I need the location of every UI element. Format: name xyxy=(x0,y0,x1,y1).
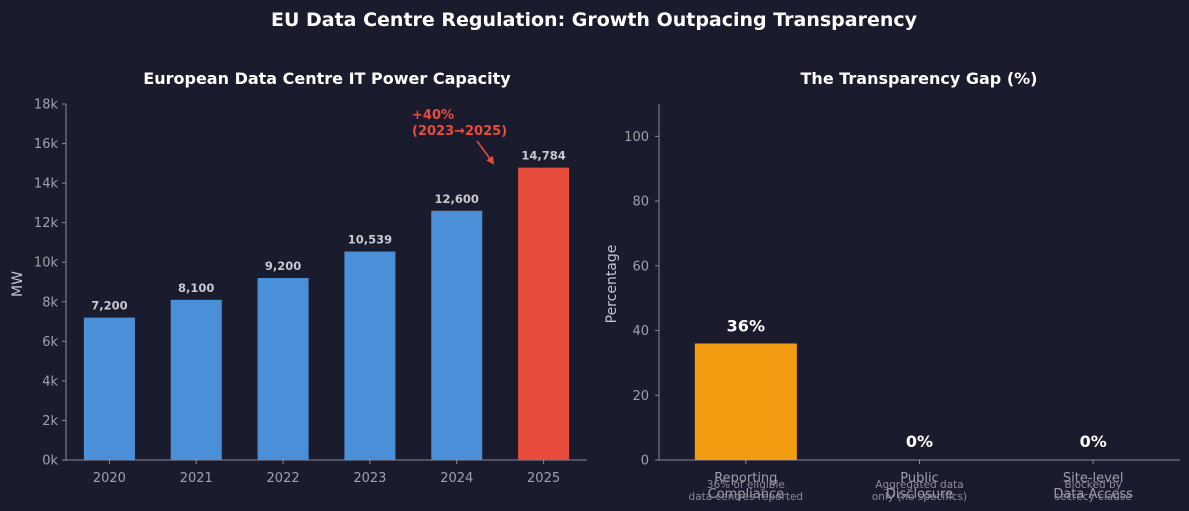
transparency-chart: The Transparency Gap (%) Percentage 0 20 4… xyxy=(604,69,1180,503)
transparency-x-tick-label-line1: Reporting xyxy=(714,471,777,486)
capacity-y-axis-label: MW xyxy=(10,271,26,297)
growth-annotation-line2: (2023→2025) xyxy=(412,124,507,139)
capacity-y-tick-label: 2k xyxy=(42,414,58,429)
transparency-y-tick-label: 0 xyxy=(641,454,649,469)
transparency-x-tick-label-line2: Disclosure xyxy=(886,487,953,502)
transparency-x-tick-label-line1: Site-level xyxy=(1063,471,1124,486)
growth-annotation-arrow xyxy=(476,140,495,165)
transparency-y-tick-label: 20 xyxy=(632,389,649,404)
capacity-x-tick-label: 2023 xyxy=(353,471,386,486)
transparency-x-tick-label-line2: Data Access xyxy=(1053,487,1133,502)
capacity-bar xyxy=(518,167,570,460)
transparency-category-note-line1: Aggregated data xyxy=(875,479,963,491)
capacity-y-tick-label: 4k xyxy=(42,374,58,389)
capacity-bar xyxy=(83,317,135,460)
transparency-y-axis-label: Percentage xyxy=(604,245,620,324)
capacity-x-tick-label: 2021 xyxy=(180,471,213,486)
capacity-chart: European Data Centre IT Power Capacity M… xyxy=(10,69,587,486)
transparency-bar xyxy=(694,343,797,460)
transparency-y-tick-label: 80 xyxy=(632,195,649,210)
capacity-bar-value-label: 14,784 xyxy=(521,149,565,163)
capacity-y-tick-label: 16k xyxy=(34,137,59,152)
capacity-y-tick-label: 0k xyxy=(42,454,58,469)
growth-annotation-line1: +40% xyxy=(412,108,454,123)
transparency-category-note-line1: 36% of eligible xyxy=(707,479,785,491)
transparency-y-tick-label: 40 xyxy=(632,324,649,339)
transparency-category-note-line2: data centres reported xyxy=(689,491,804,503)
capacity-x-tick-label: 2025 xyxy=(527,471,560,486)
capacity-bar xyxy=(170,299,222,460)
transparency-y-tick-label: 60 xyxy=(632,259,649,274)
capacity-bar xyxy=(344,251,396,460)
capacity-chart-title: European Data Centre IT Power Capacity xyxy=(143,69,511,88)
capacity-x-tick-label: 2020 xyxy=(93,471,126,486)
transparency-bar-value-label: 0% xyxy=(906,432,933,451)
transparency-category-note-line1: Blocked by xyxy=(1064,479,1121,491)
capacity-x-tick-label: 2022 xyxy=(267,471,300,486)
transparency-x-tick-label-line2: Compliance xyxy=(708,487,785,502)
capacity-bar-value-label: 8,100 xyxy=(178,281,214,295)
transparency-category-note-line2: only (no specifics) xyxy=(872,491,967,503)
capacity-y-tick-label: 6k xyxy=(42,335,58,350)
capacity-bar-value-label: 9,200 xyxy=(265,259,301,273)
transparency-y-tick-label: 100 xyxy=(624,130,649,145)
figure-suptitle: EU Data Centre Regulation: Growth Outpac… xyxy=(271,9,918,31)
transparency-chart-title: The Transparency Gap (%) xyxy=(801,69,1038,88)
capacity-bar-value-label: 12,600 xyxy=(435,192,479,206)
capacity-y-tick-label: 14k xyxy=(34,177,59,192)
transparency-bar-value-label: 0% xyxy=(1080,432,1107,451)
capacity-bar-value-label: 10,539 xyxy=(348,233,392,247)
transparency-bar-value-label: 36% xyxy=(727,316,765,335)
capacity-bar-value-label: 7,200 xyxy=(91,299,127,313)
capacity-x-tick-label: 2024 xyxy=(440,471,473,486)
capacity-bar xyxy=(431,210,483,460)
capacity-y-tick-label: 12k xyxy=(34,216,59,231)
capacity-y-tick-label: 10k xyxy=(34,256,59,271)
capacity-y-tick-label: 8k xyxy=(42,295,58,310)
transparency-category-note-line2: secrecy clause xyxy=(1055,491,1132,503)
capacity-bar xyxy=(257,278,309,460)
transparency-x-tick-label-line1: Public xyxy=(900,471,938,486)
capacity-y-tick-label: 18k xyxy=(34,98,59,113)
